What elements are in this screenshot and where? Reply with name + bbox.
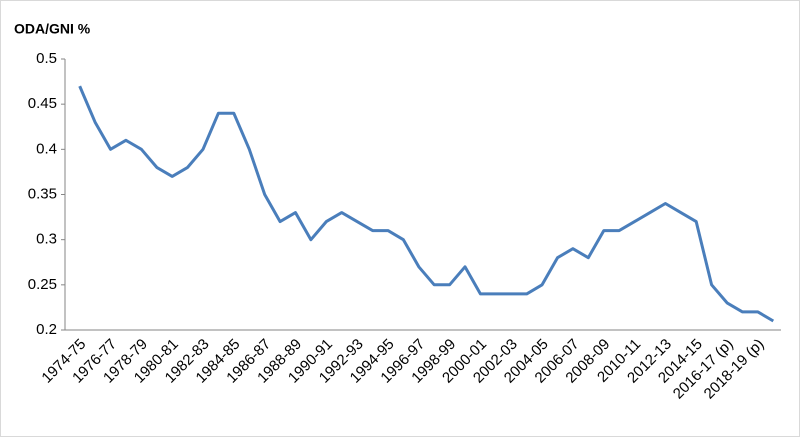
chart-title: ODA/GNI % bbox=[14, 21, 91, 37]
y-tick-label: 0.45 bbox=[28, 95, 57, 112]
y-tick-label: 0.35 bbox=[28, 185, 57, 202]
y-tick-label: 0.5 bbox=[36, 50, 57, 67]
data-line bbox=[78, 85, 775, 323]
y-tick-label: 0.4 bbox=[36, 140, 57, 157]
y-tick-label: 0.2 bbox=[36, 321, 57, 338]
y-tick-label: 0.3 bbox=[36, 231, 57, 248]
y-tick-label: 0.25 bbox=[28, 276, 57, 293]
